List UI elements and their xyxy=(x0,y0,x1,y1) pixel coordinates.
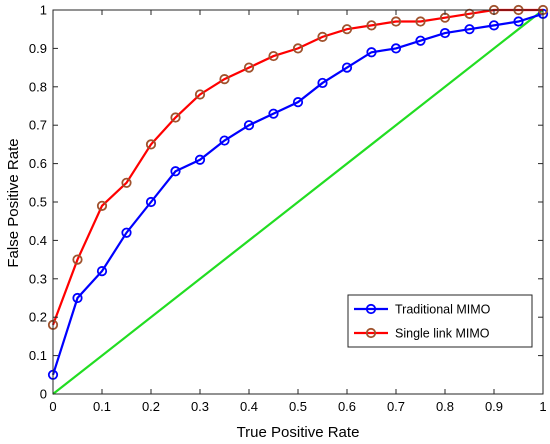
traditional-mimo-point xyxy=(194,154,206,165)
x-tick-label: 0.8 xyxy=(436,399,454,414)
y-tick-label: 0.6 xyxy=(29,156,47,171)
traditional-mimo-point xyxy=(145,196,157,208)
single-link-mimo-point xyxy=(170,112,181,123)
traditional-mimo-point xyxy=(96,266,108,277)
traditional-mimo-point xyxy=(121,227,132,238)
traditional-mimo-point xyxy=(219,135,230,146)
x-tick-label: 0.5 xyxy=(289,399,307,414)
y-tick-label: 0.9 xyxy=(29,41,47,56)
y-tick-label: 0.1 xyxy=(29,348,47,363)
single-link-mimo-point xyxy=(145,139,157,150)
single-link-mimo-point xyxy=(317,31,328,42)
single-link-mimo-line xyxy=(51,8,543,326)
x-tick-label: 1 xyxy=(539,399,546,414)
y-tick-label: 0.4 xyxy=(29,233,47,248)
x-tick-label: 0.7 xyxy=(387,399,405,414)
traditional-mimo-point xyxy=(513,16,524,27)
y-tick-label: 0 xyxy=(40,387,47,402)
traditional-mimo-point xyxy=(268,108,279,119)
traditional-mimo-point xyxy=(170,166,181,177)
traditional-mimo-point xyxy=(439,27,451,39)
single-link-mimo-point xyxy=(415,16,426,27)
single-link-mimo-point xyxy=(366,20,377,31)
axes: 0 0.1 0.2 0.3 0.4 0.5 0.6 0.7 0.8 0.9 1 0 0.1 0.2 0.3 0… xyxy=(29,3,547,415)
x-tick-label: 0.6 xyxy=(338,399,356,414)
single-link-mimo-point xyxy=(268,50,279,62)
x-tick-label: 0.4 xyxy=(240,399,258,414)
traditional-mimo-point xyxy=(243,120,255,131)
single-link-mimo-point xyxy=(121,177,132,188)
legend-single-link-mimo-label: Single link MIMO xyxy=(395,327,490,341)
x-tick-label: 0.3 xyxy=(191,399,209,414)
legend-single-link-mimo-marker xyxy=(365,327,377,339)
y-tick-label: 0.5 xyxy=(29,195,47,210)
single-link-mimo-point xyxy=(96,200,108,211)
single-link-mimo-point xyxy=(219,74,230,85)
y-axis-label: False Positive Rate xyxy=(5,138,22,267)
y-tick-label: 1 xyxy=(40,3,47,18)
x-tick-label: 0.2 xyxy=(142,399,160,414)
single-link-mimo-point xyxy=(341,24,353,35)
single-link-mimo-point xyxy=(390,16,402,27)
traditional-mimo-line xyxy=(51,12,544,376)
x-tick-label: 0 xyxy=(49,399,56,414)
legend-box xyxy=(347,294,533,348)
traditional-mimo-point xyxy=(341,62,353,73)
y-tick-label: 0.7 xyxy=(29,118,47,133)
reference-diagonal-line xyxy=(52,9,544,395)
traditional-mimo-point xyxy=(72,292,83,304)
x-tick-label: 0.9 xyxy=(485,399,503,414)
traditional-mimo-point xyxy=(390,43,402,54)
y-tick-label: 0.3 xyxy=(29,271,47,286)
single-link-mimo-point xyxy=(292,43,304,54)
legend: Traditional MIMO Single link MIMO xyxy=(347,294,533,348)
traditional-mimo-point xyxy=(488,20,500,31)
single-link-mimo-point xyxy=(72,254,83,265)
traditional-mimo-point xyxy=(292,97,304,108)
y-tick-label: 0.2 xyxy=(29,310,47,325)
traditional-mimo-point xyxy=(317,77,328,89)
traditional-mimo-point xyxy=(464,24,475,35)
x-axis-label: True Positive Rate xyxy=(237,424,360,441)
traditional-mimo-point xyxy=(415,35,426,46)
single-link-mimo-point xyxy=(194,89,206,100)
traditional-mimo-point xyxy=(366,47,377,58)
legend-traditional-mimo-marker xyxy=(365,303,377,315)
legend-traditional-mimo-label: Traditional MIMO xyxy=(395,303,491,317)
y-tick-label: 0.8 xyxy=(29,79,47,94)
single-link-mimo-point xyxy=(243,62,255,73)
x-tick-label: 0.1 xyxy=(93,399,111,414)
